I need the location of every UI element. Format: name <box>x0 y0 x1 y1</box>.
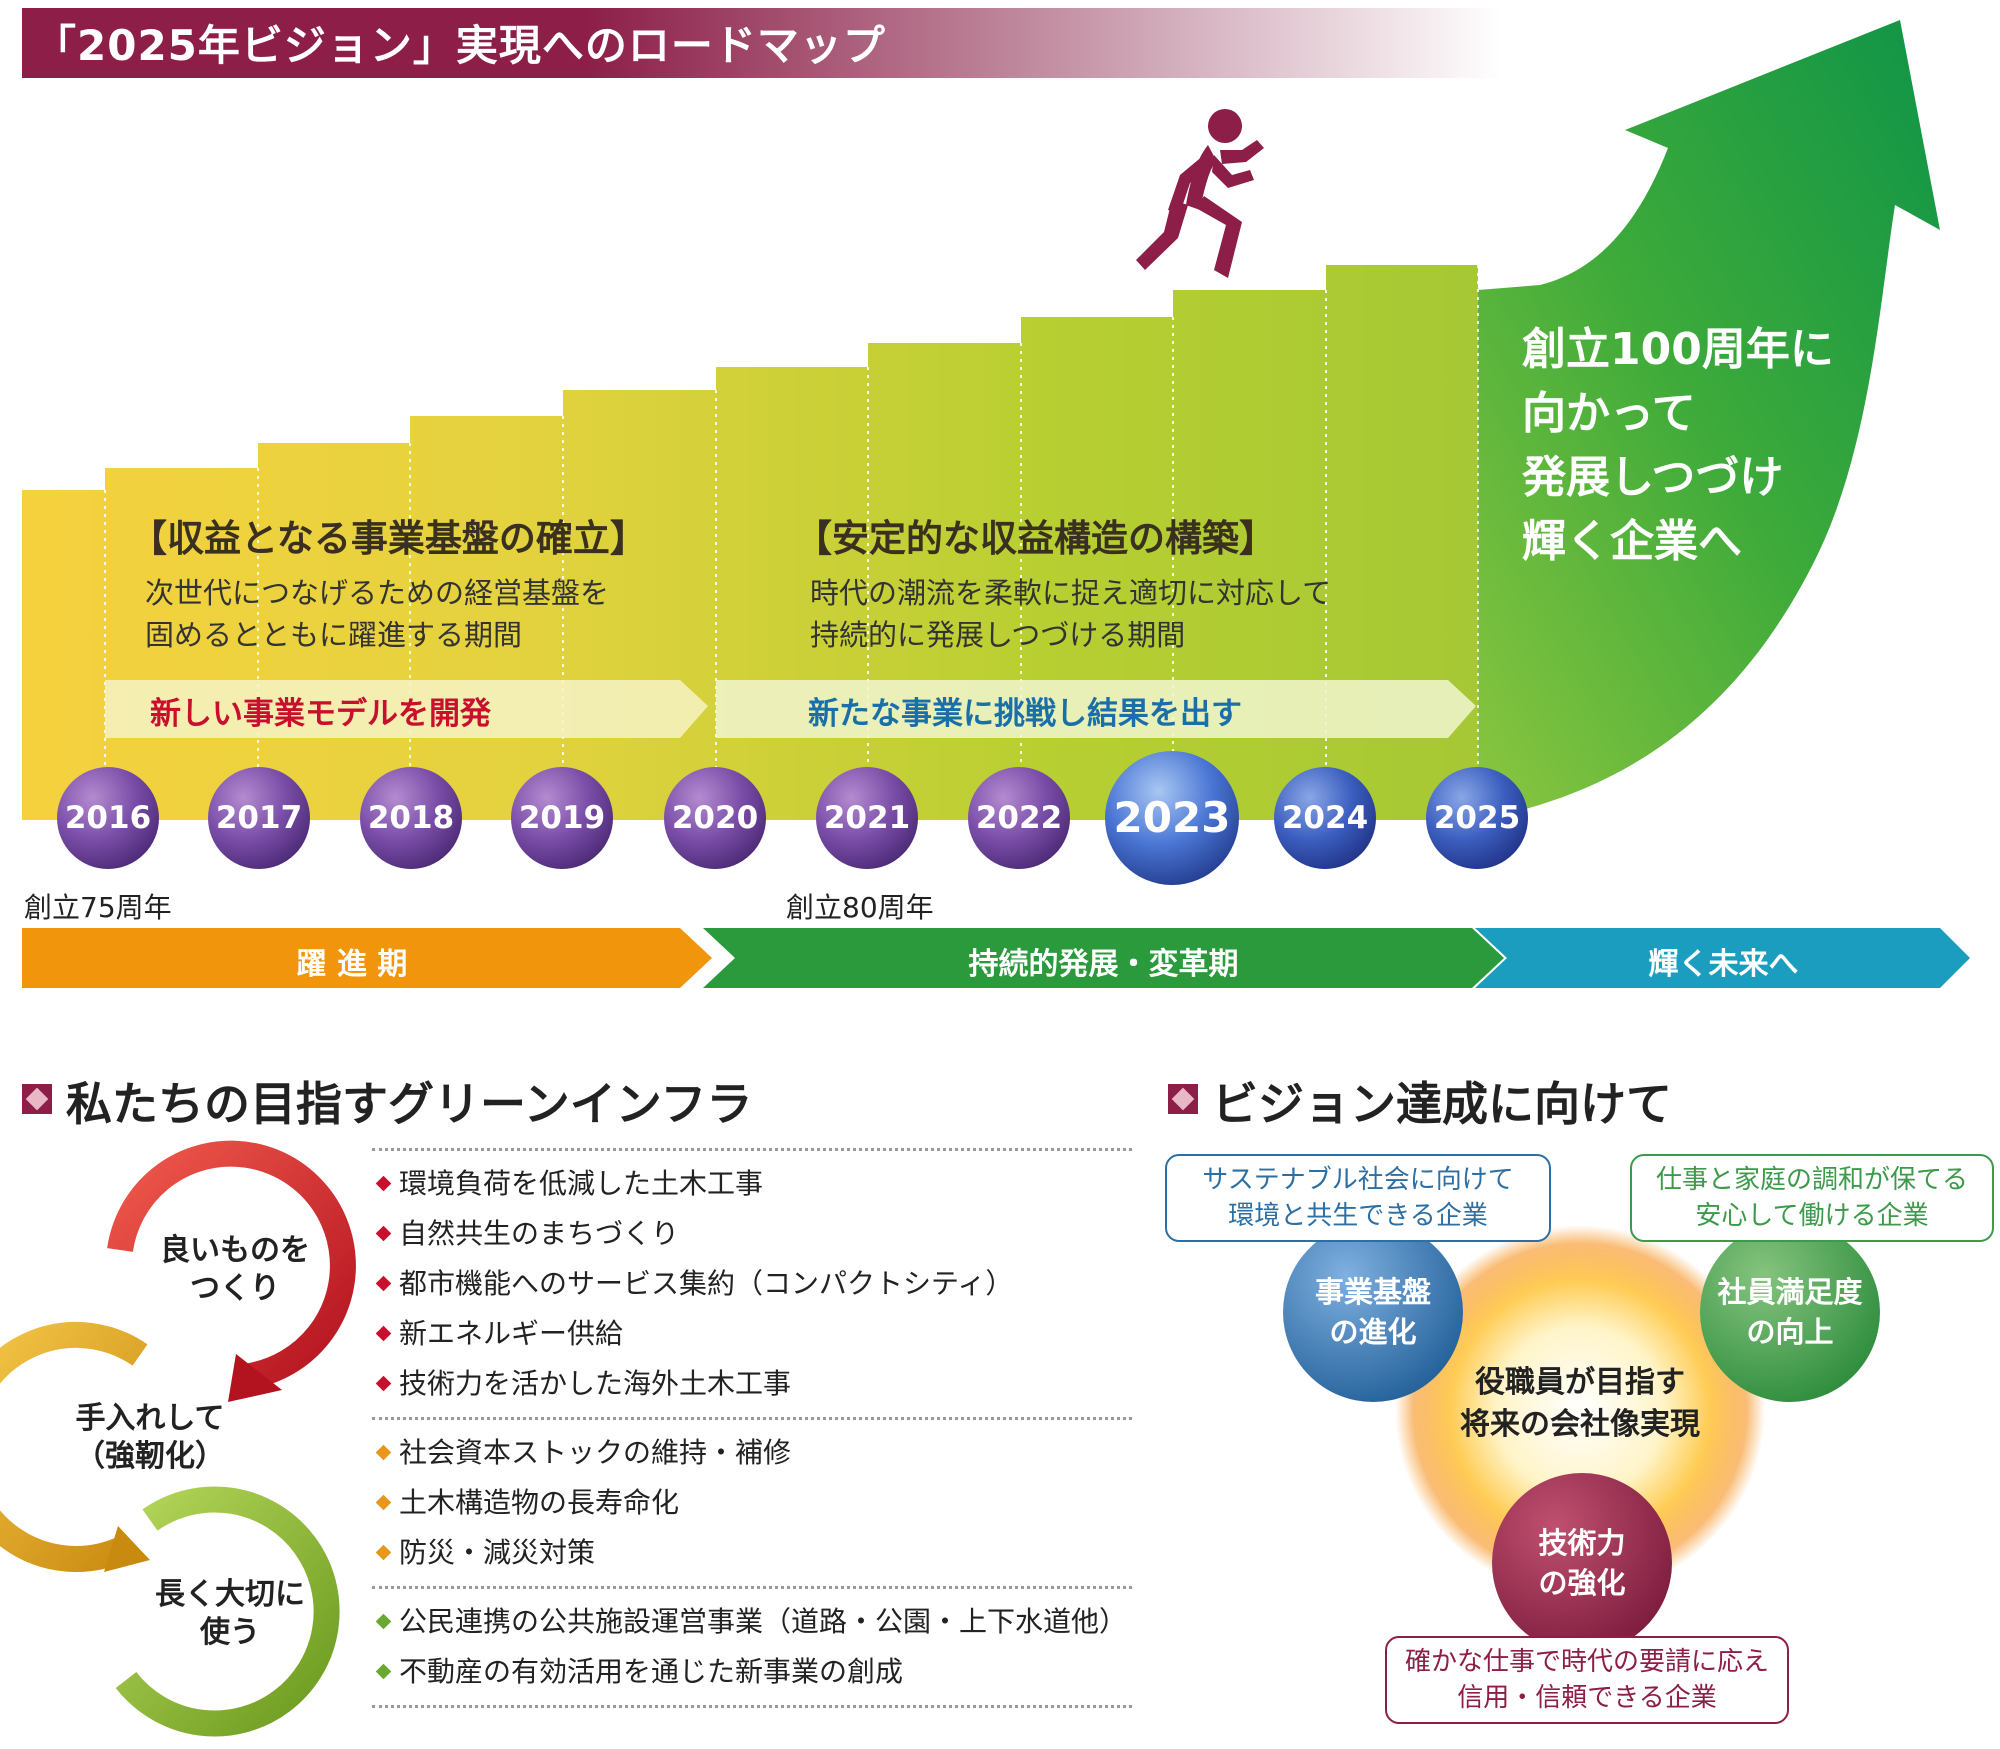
year-2019: 2019 <box>518 800 606 836</box>
year-2025: 2025 <box>1433 800 1521 836</box>
bullet-icon <box>375 1544 392 1561</box>
year-2023-current: 2023 <box>1113 793 1231 842</box>
vision-center-text: 役職員が目指す 将来の会社像実現 <box>1460 1365 1700 1442</box>
milestone-75: 創立75周年 <box>24 891 172 924</box>
timeline-arrow-1 <box>22 928 712 988</box>
list-item: 自然共生のまちづくり <box>372 1209 1132 1259</box>
cycle-ring-red <box>107 1140 356 1389</box>
cycle-diagram <box>0 1140 356 1737</box>
bullet-icon <box>375 1375 392 1392</box>
list-item: 環境負荷を低減した土木工事 <box>372 1159 1132 1209</box>
year-2016: 2016 <box>64 800 152 836</box>
list-item: 防災・減災対策 <box>372 1528 1132 1578</box>
bullet-icon <box>375 1225 392 1242</box>
vision-box-worklife: 仕事と家庭の調和が保てる 安心して働ける企業 <box>1630 1154 1994 1242</box>
year-balls <box>57 751 1528 885</box>
phase-1-desc: 次世代につなげるための経営基盤を 固めるとともに躍進する期間 <box>145 576 610 652</box>
circle-technology <box>1492 1473 1672 1653</box>
bullet-icon <box>375 1175 392 1192</box>
list-group-red: 環境負荷を低減した土木工事 自然共生のまちづくり 都市機能へのサービス集約（コン… <box>372 1148 1132 1420</box>
phase-2-desc: 時代の潮流を柔軟に捉え適切に対応して 持続的に発展しつづける期間 <box>810 576 1332 652</box>
title-bar <box>22 8 1502 78</box>
timeline-label-1: 躍 進 期 <box>296 947 408 982</box>
section-marker-icon <box>1168 1084 1198 1114</box>
circle-employee <box>1700 1222 1880 1402</box>
year-2020: 2020 <box>671 800 759 836</box>
list-item: 公民連携の公共施設運営事業（道路・公園・上下水道他） <box>372 1597 1132 1647</box>
vision-box-trust: 確かな仕事で時代の要請に応え 信用・信頼できる企業 <box>1385 1636 1789 1724</box>
cycle-step-2: 手入れして （強靭化） <box>75 1401 225 1474</box>
year-2021: 2021 <box>823 800 911 836</box>
bullet-icon <box>375 1494 392 1511</box>
page-title: 「2025年ビジョン」実現へのロードマップ <box>34 21 886 70</box>
green-infra-heading: 私たちの目指すグリーンインフラ <box>66 1077 753 1131</box>
bullet-icon <box>375 1325 392 1342</box>
phase-1-band-text: 新しい事業モデルを開発 <box>150 696 491 732</box>
growth-arrow <box>1478 20 1940 820</box>
green-infra-list: 環境負荷を低減した土木工事 自然共生のまちづくり 都市機能へのサービス集約（コン… <box>372 1148 1132 1708</box>
circle-business <box>1283 1222 1463 1402</box>
bullet-icon <box>375 1275 392 1292</box>
bullet-icon <box>375 1444 392 1461</box>
list-item: 不動産の有効活用を通じた新事業の創成 <box>372 1647 1132 1697</box>
vision-diagram <box>1283 1222 1880 1653</box>
list-item: 都市機能へのサービス集約（コンパクトシティ） <box>372 1259 1132 1309</box>
vision-box-environment: サステナブル社会に向けて 環境と共生できる企業 <box>1165 1154 1551 1242</box>
milestone-80: 創立80周年 <box>786 891 934 924</box>
timeline-label-2: 持続的発展・変革期 <box>968 947 1239 982</box>
goal-text: 創立100周年に 向かって 発展しつづけ 輝く企業へ <box>1522 324 1834 567</box>
year-2017: 2017 <box>215 800 303 836</box>
circle-business-text: 事業基盤 の進化 <box>1314 1275 1431 1349</box>
cycle-arrowhead-yellow <box>104 1526 150 1572</box>
bullet-icon <box>375 1663 392 1680</box>
list-item: 新エネルギー供給 <box>372 1309 1132 1359</box>
runner-icon <box>1136 109 1264 278</box>
timeline-label-3: 輝く未来へ <box>1648 947 1799 982</box>
timeline-arrow-3 <box>1475 928 1970 988</box>
cycle-ring-yellow <box>0 1321 148 1572</box>
band-arrow-1 <box>105 680 708 738</box>
cycle-ring-green <box>115 1486 340 1737</box>
phase-2-band-text: 新たな事業に挑戦し結果を出す <box>808 696 1242 732</box>
cycle-step-1: 良いものを つくり <box>160 1233 310 1306</box>
roadmap-graphic <box>22 20 1970 988</box>
bullet-icon <box>375 1613 392 1630</box>
band-arrow-2 <box>716 680 1476 738</box>
phase-2-title: 【安定的な収益構造の構築】 <box>795 517 1276 560</box>
section-marker-icon <box>22 1084 52 1114</box>
year-2022: 2022 <box>975 800 1063 836</box>
list-item: 技術力を活かした海外土木工事 <box>372 1359 1132 1409</box>
circle-technology-text: 技術力 の強化 <box>1538 1526 1626 1600</box>
cycle-step-3: 長く大切に 使う <box>155 1577 305 1650</box>
circle-employee-text: 社員満足度 の向上 <box>1717 1275 1863 1349</box>
vision-heading: ビジョン達成に向けて <box>1212 1077 1672 1131</box>
phase-1-title: 【収益となる事業基盤の確立】 <box>130 517 647 560</box>
year-2018: 2018 <box>367 800 455 836</box>
center-glow <box>1395 1225 1765 1595</box>
list-item: 土木構造物の長寿命化 <box>372 1478 1132 1528</box>
cycle-arrowhead-red <box>228 1354 282 1402</box>
year-2024: 2024 <box>1281 800 1369 836</box>
list-group-green: 公民連携の公共施設運営事業（道路・公園・上下水道他） 不動産の有効活用を通じた新… <box>372 1589 1132 1708</box>
list-item: 社会資本ストックの維持・補修 <box>372 1428 1132 1478</box>
timeline-arrow-2 <box>703 928 1504 988</box>
list-group-orange: 社会資本ストックの維持・補修 土木構造物の長寿命化 防災・減災対策 <box>372 1420 1132 1589</box>
